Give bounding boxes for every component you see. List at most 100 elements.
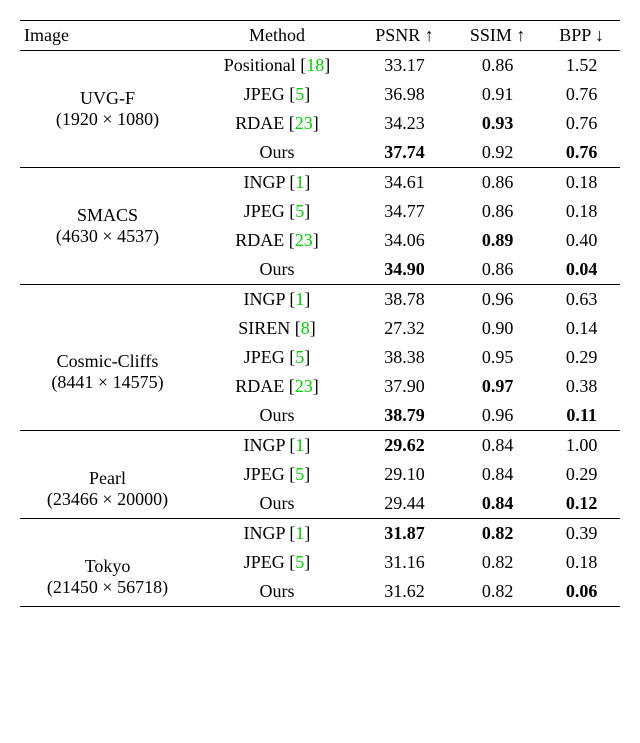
method-cell: Ours (197, 577, 357, 607)
ssim-cell: 0.96 (452, 285, 543, 315)
image-cell-spacer (20, 255, 197, 285)
image-resolution: (4630 × 4537) (24, 226, 191, 247)
bpp-cell: 0.18 (543, 548, 620, 577)
citation-number: 1 (295, 435, 304, 455)
psnr-cell: 38.79 (357, 401, 452, 431)
psnr-cell: 33.17 (357, 51, 452, 81)
bpp-cell: 0.38 (543, 372, 620, 401)
table-row: INGP [1]38.780.960.63 (20, 285, 620, 315)
image-cell-spacer (20, 168, 197, 198)
bpp-cell: 0.29 (543, 343, 620, 372)
psnr-cell: 38.38 (357, 343, 452, 372)
ssim-cell: 0.92 (452, 138, 543, 168)
col-header-psnr: PSNR ↑ (357, 21, 452, 51)
image-name: UVG-F (24, 88, 191, 109)
citation-number: 18 (306, 55, 324, 75)
bpp-cell: 0.14 (543, 314, 620, 343)
citation-number: 1 (295, 289, 304, 309)
image-cell-spacer (20, 51, 197, 81)
ssim-cell: 0.91 (452, 80, 543, 109)
table-row: UVG-F(1920 × 1080)JPEG [5]36.980.910.76 (20, 80, 620, 109)
citation-number: 8 (301, 318, 310, 338)
table-row: INGP [1]31.870.820.39 (20, 519, 620, 549)
ssim-cell: 0.82 (452, 548, 543, 577)
image-cell-spacer (20, 285, 197, 315)
method-cell: JPEG [5] (197, 343, 357, 372)
psnr-cell: 29.10 (357, 460, 452, 489)
image-label-cell: Pearl(23466 × 20000) (20, 460, 197, 519)
method-cell: Ours (197, 138, 357, 168)
ssim-cell: 0.90 (452, 314, 543, 343)
ssim-cell: 0.95 (452, 343, 543, 372)
psnr-cell: 37.90 (357, 372, 452, 401)
image-resolution: (8441 × 14575) (24, 372, 191, 393)
citation-number: 1 (295, 172, 304, 192)
citation-number: 5 (295, 201, 304, 221)
image-name: Pearl (24, 468, 191, 489)
ssim-cell: 0.86 (452, 51, 543, 81)
image-label-cell: Tokyo(21450 × 56718) (20, 548, 197, 607)
citation-number: 23 (295, 113, 313, 133)
bpp-cell: 1.52 (543, 51, 620, 81)
image-cell-spacer (20, 138, 197, 168)
ssim-cell: 0.84 (452, 489, 543, 519)
psnr-cell: 38.78 (357, 285, 452, 315)
method-cell: SIREN [8] (197, 314, 357, 343)
method-cell: INGP [1] (197, 519, 357, 549)
image-cell-spacer (20, 431, 197, 461)
results-table: Image Method PSNR ↑ SSIM ↑ BPP ↓ Positio… (20, 20, 620, 607)
citation-number: 5 (295, 464, 304, 484)
bpp-cell: 0.11 (543, 401, 620, 431)
psnr-cell: 36.98 (357, 80, 452, 109)
table-row: Ours37.740.920.76 (20, 138, 620, 168)
image-cell-spacer (20, 519, 197, 549)
ssim-cell: 0.84 (452, 431, 543, 461)
bpp-cell: 0.18 (543, 168, 620, 198)
ssim-cell: 0.82 (452, 519, 543, 549)
image-name: SMACS (24, 205, 191, 226)
psnr-cell: 29.62 (357, 431, 452, 461)
psnr-cell: 31.16 (357, 548, 452, 577)
image-label-cell: UVG-F(1920 × 1080) (20, 80, 197, 138)
citation-number: 23 (295, 230, 313, 250)
method-cell: INGP [1] (197, 285, 357, 315)
bpp-cell: 0.76 (543, 138, 620, 168)
ssim-cell: 0.86 (452, 168, 543, 198)
image-label-cell: SMACS(4630 × 4537) (20, 197, 197, 255)
bpp-cell: 0.76 (543, 109, 620, 138)
table-row: INGP [1]34.610.860.18 (20, 168, 620, 198)
method-cell: JPEG [5] (197, 197, 357, 226)
table-row: Ours34.900.860.04 (20, 255, 620, 285)
psnr-cell: 27.32 (357, 314, 452, 343)
psnr-cell: 31.87 (357, 519, 452, 549)
ssim-cell: 0.89 (452, 226, 543, 255)
table-row: Cosmic-Cliffs(8441 × 14575)JPEG [5]38.38… (20, 343, 620, 372)
psnr-cell: 34.61 (357, 168, 452, 198)
method-cell: RDAE [23] (197, 372, 357, 401)
table-row: Ours38.790.960.11 (20, 401, 620, 431)
method-cell: Positional [18] (197, 51, 357, 81)
image-name: Tokyo (24, 556, 191, 577)
bpp-cell: 0.12 (543, 489, 620, 519)
results-table-container: Image Method PSNR ↑ SSIM ↑ BPP ↓ Positio… (20, 20, 620, 607)
header-row: Image Method PSNR ↑ SSIM ↑ BPP ↓ (20, 21, 620, 51)
psnr-cell: 34.06 (357, 226, 452, 255)
image-resolution: (23466 × 20000) (24, 489, 191, 510)
image-label-cell: Cosmic-Cliffs(8441 × 14575) (20, 343, 197, 401)
image-cell-spacer (20, 401, 197, 431)
method-cell: Ours (197, 401, 357, 431)
ssim-cell: 0.86 (452, 197, 543, 226)
image-cell-spacer (20, 314, 197, 343)
psnr-cell: 34.77 (357, 197, 452, 226)
image-resolution: (1920 × 1080) (24, 109, 191, 130)
table-row: Pearl(23466 × 20000)JPEG [5]29.100.840.2… (20, 460, 620, 489)
bpp-cell: 0.04 (543, 255, 620, 285)
psnr-cell: 31.62 (357, 577, 452, 607)
ssim-cell: 0.97 (452, 372, 543, 401)
table-row: SIREN [8]27.320.900.14 (20, 314, 620, 343)
citation-number: 1 (295, 523, 304, 543)
method-cell: JPEG [5] (197, 80, 357, 109)
bpp-cell: 1.00 (543, 431, 620, 461)
citation-number: 23 (295, 376, 313, 396)
method-cell: INGP [1] (197, 168, 357, 198)
